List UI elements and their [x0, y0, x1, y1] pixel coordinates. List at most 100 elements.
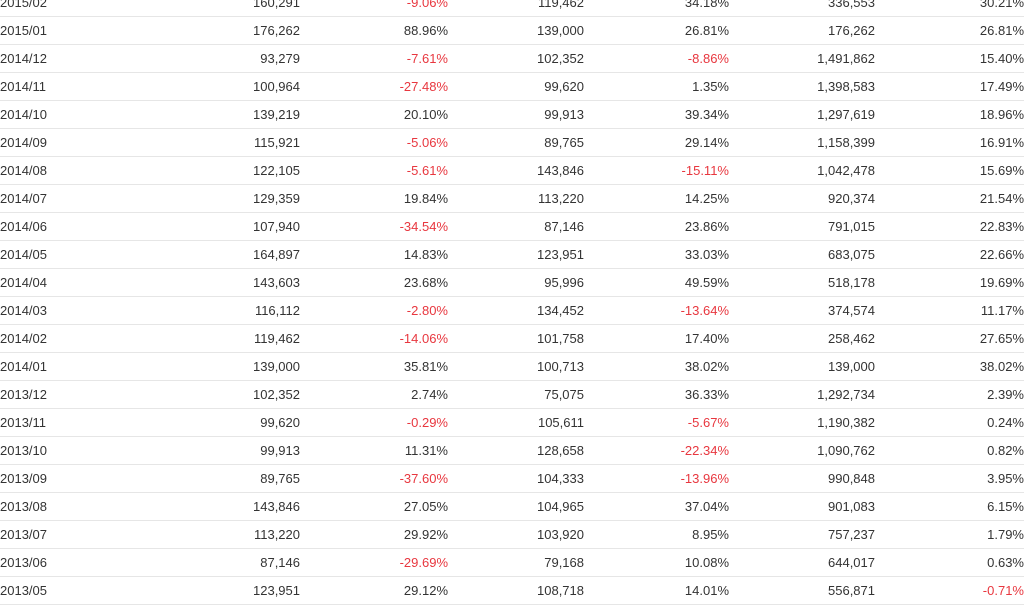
change-a-cell: -14.06% [300, 324, 448, 353]
change-b-cell: 10.08% [584, 548, 729, 577]
table-row: 2014/11 100,964 -27.48% 99,620 1.35% 1,398,58… [0, 72, 1024, 101]
month-cell: 2014/01 [0, 352, 170, 381]
table-row: 2013/05 123,951 29.12% 108,718 14.01% 556,871… [0, 576, 1024, 605]
cumulative-cell: 556,871 [729, 576, 875, 605]
table-row: 2014/06 107,940 -34.54% 87,146 23.86% 791,015… [0, 212, 1024, 241]
value-b-cell: 105,611 [448, 408, 584, 437]
table-row: 2013/10 99,913 11.31% 128,658 -22.34% 1,090,7… [0, 436, 1024, 465]
change-b-cell: -13.96% [584, 464, 729, 493]
value-a-cell: 123,951 [170, 576, 300, 605]
value-b-cell: 143,846 [448, 156, 584, 185]
cumulative-cell: 1,297,619 [729, 100, 875, 129]
change-b-cell: -13.64% [584, 296, 729, 325]
cumulative-change-cell: 2.39% [875, 380, 1024, 409]
value-b-cell: 139,000 [448, 16, 584, 45]
change-b-cell: 17.40% [584, 324, 729, 353]
month-cell: 2013/07 [0, 520, 170, 549]
cumulative-change-cell: 16.91% [875, 128, 1024, 157]
change-b-cell: -5.67% [584, 408, 729, 437]
change-b-cell: 14.25% [584, 184, 729, 213]
table-row: 2014/04 143,603 23.68% 95,996 49.59% 518,178 1… [0, 268, 1024, 297]
cumulative-cell: 176,262 [729, 16, 875, 45]
cumulative-cell: 336,553 [729, 0, 875, 17]
cumulative-cell: 518,178 [729, 268, 875, 297]
change-a-cell: 35.81% [300, 352, 448, 381]
change-b-cell: 36.33% [584, 380, 729, 409]
change-a-cell: -37.60% [300, 464, 448, 493]
change-b-cell: 8.95% [584, 520, 729, 549]
value-b-cell: 95,996 [448, 268, 584, 297]
cumulative-change-cell: 17.49% [875, 72, 1024, 101]
value-a-cell: 139,219 [170, 100, 300, 129]
cumulative-cell: 1,398,583 [729, 72, 875, 101]
cumulative-change-cell: 22.66% [875, 240, 1024, 269]
value-a-cell: 143,846 [170, 492, 300, 521]
month-cell: 2015/02 [0, 0, 170, 17]
change-a-cell: -27.48% [300, 72, 448, 101]
month-cell: 2014/10 [0, 100, 170, 129]
value-a-cell: 143,603 [170, 268, 300, 297]
cumulative-change-cell: 0.24% [875, 408, 1024, 437]
value-a-cell: 113,220 [170, 520, 300, 549]
value-a-cell: 176,262 [170, 16, 300, 45]
month-cell: 2014/02 [0, 324, 170, 353]
cumulative-change-cell: 15.40% [875, 44, 1024, 73]
cumulative-change-cell: 15.69% [875, 156, 1024, 185]
value-b-cell: 89,765 [448, 128, 584, 157]
value-b-cell: 113,220 [448, 184, 584, 213]
month-cell: 2013/10 [0, 436, 170, 465]
value-a-cell: 116,112 [170, 296, 300, 325]
value-a-cell: 107,940 [170, 212, 300, 241]
cumulative-cell: 374,574 [729, 296, 875, 325]
table-row: 2013/11 99,620 -0.29% 105,611 -5.67% 1,190,38… [0, 408, 1024, 437]
cumulative-cell: 1,090,762 [729, 436, 875, 465]
cumulative-change-cell: 6.15% [875, 492, 1024, 521]
cumulative-cell: 683,075 [729, 240, 875, 269]
cumulative-change-cell: 27.65% [875, 324, 1024, 353]
cumulative-change-cell: -0.71% [875, 576, 1024, 605]
value-a-cell: 115,921 [170, 128, 300, 157]
month-cell: 2014/03 [0, 296, 170, 325]
change-a-cell: 2.74% [300, 380, 448, 409]
table-row: 2013/12 102,352 2.74% 75,075 36.33% 1,292,734… [0, 380, 1024, 409]
change-a-cell: 19.84% [300, 184, 448, 213]
table-row: 2014/01 139,000 35.81% 100,713 38.02% 139,000… [0, 352, 1024, 381]
table-row: 2014/10 139,219 20.10% 99,913 39.34% 1,297,61… [0, 100, 1024, 129]
change-a-cell: -29.69% [300, 548, 448, 577]
value-a-cell: 100,964 [170, 72, 300, 101]
cumulative-change-cell: 3.95% [875, 464, 1024, 493]
cumulative-cell: 1,158,399 [729, 128, 875, 157]
cumulative-change-cell: 18.96% [875, 100, 1024, 129]
value-a-cell: 129,359 [170, 184, 300, 213]
change-a-cell: -34.54% [300, 212, 448, 241]
value-a-cell: 87,146 [170, 548, 300, 577]
table-row: 2014/02 119,462 -14.06% 101,758 17.40% 258,46… [0, 324, 1024, 353]
cumulative-cell: 139,000 [729, 352, 875, 381]
cumulative-cell: 920,374 [729, 184, 875, 213]
value-a-cell: 119,462 [170, 324, 300, 353]
cumulative-cell: 901,083 [729, 492, 875, 521]
month-cell: 2014/06 [0, 212, 170, 241]
month-cell: 2013/12 [0, 380, 170, 409]
cumulative-change-cell: 22.83% [875, 212, 1024, 241]
cumulative-change-cell: 0.63% [875, 548, 1024, 577]
change-b-cell: -8.86% [584, 44, 729, 73]
change-a-cell: 14.83% [300, 240, 448, 269]
change-a-cell: 23.68% [300, 268, 448, 297]
month-cell: 2013/08 [0, 492, 170, 521]
table-row: 2013/09 89,765 -37.60% 104,333 -13.96% 990,84… [0, 464, 1024, 493]
table-row: 2013/06 87,146 -29.69% 79,168 10.08% 644,017 0… [0, 548, 1024, 577]
value-b-cell: 99,913 [448, 100, 584, 129]
change-b-cell: -15.11% [584, 156, 729, 185]
change-a-cell: -7.61% [300, 44, 448, 73]
value-a-cell: 99,913 [170, 436, 300, 465]
value-b-cell: 128,658 [448, 436, 584, 465]
change-a-cell: 27.05% [300, 492, 448, 521]
cumulative-change-cell: 26.81% [875, 16, 1024, 45]
change-a-cell: 11.31% [300, 436, 448, 465]
cumulative-change-cell: 21.54% [875, 184, 1024, 213]
value-b-cell: 100,713 [448, 352, 584, 381]
change-b-cell: 26.81% [584, 16, 729, 45]
